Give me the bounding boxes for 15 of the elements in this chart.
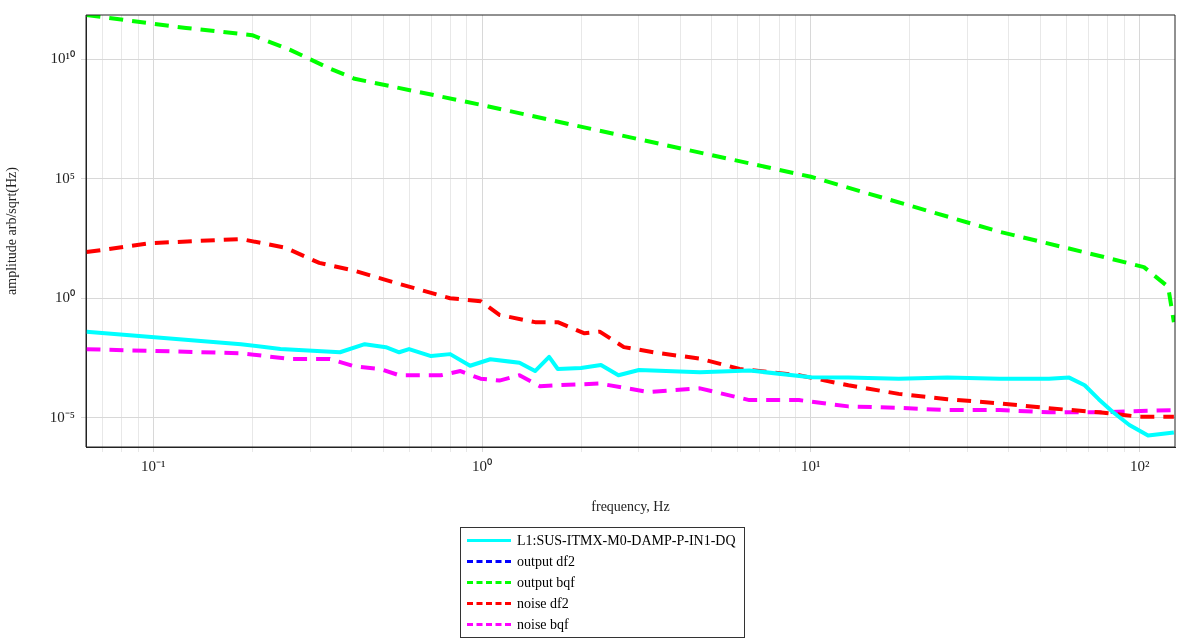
y-tick-label: 10⁰ (55, 289, 75, 306)
y-axis-title: amplitude arb/sqrt(Hz) (4, 166, 21, 295)
legend-label: output bqf (517, 574, 575, 591)
x-tick-label: 10² (1129, 457, 1150, 474)
x-tick-label: 10⁻¹ (140, 457, 166, 474)
x-tick-label: 10¹ (801, 457, 821, 474)
legend-label: noise df2 (517, 595, 569, 612)
x-axis-title: frequency, Hz (591, 499, 670, 515)
legend-label: noise bqf (517, 616, 569, 633)
legend-label: output df2 (517, 553, 575, 570)
y-tick-label: 10⁵ (54, 169, 75, 186)
y-tick-label: 10⁻⁵ (49, 408, 75, 425)
y-tick-label: 10¹⁰ (50, 50, 75, 67)
x-tick-label: 10⁰ (472, 457, 492, 474)
legend-label: L1:SUS-ITMX-M0-DAMP-P-IN1-DQ (517, 532, 736, 549)
